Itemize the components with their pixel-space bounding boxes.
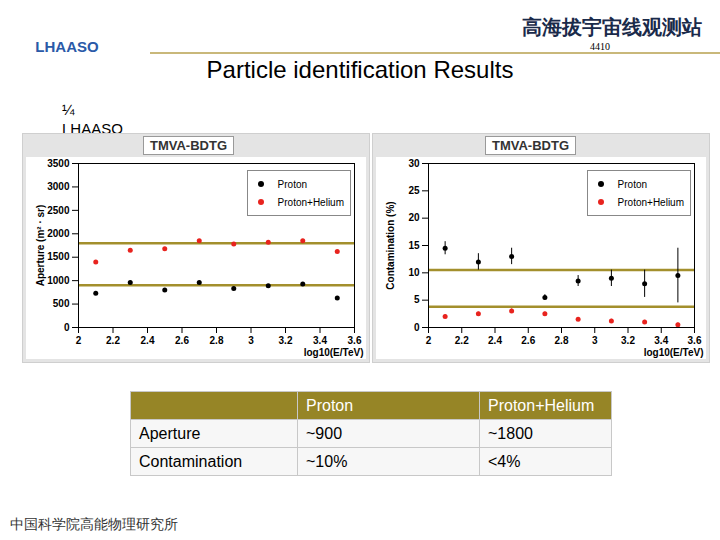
html-text:¼: ¼ (62, 101, 75, 118)
html-text:Proton: Proton (306, 396, 354, 414)
svg-text:3.4: 3.4 (654, 335, 668, 346)
svg-text:10: 10 (408, 267, 420, 278)
svg-text:2.8: 2.8 (210, 335, 224, 346)
html-text:Aperture: Aperture (139, 424, 201, 442)
html-text:Proton: Proton (277, 178, 307, 190)
svg-text:3.2: 3.2 (279, 335, 293, 346)
html-text:Particle identification Result: Particle identification Results (206, 56, 514, 83)
svg-text:Aperture (m² · sr): Aperture (m² · sr) (35, 205, 46, 287)
svg-text:2.6: 2.6 (521, 335, 535, 346)
svg-text:3: 3 (592, 335, 598, 346)
svg-text:2.2: 2.2 (106, 335, 120, 346)
html-text:Proton+Helium: Proton+Helium (488, 396, 595, 414)
svg-text:log10(E/TeV): log10(E/TeV) (644, 347, 704, 358)
svg-text:0: 0 (64, 322, 70, 333)
svg-text:2.2: 2.2 (455, 335, 469, 346)
svg-text:25: 25 (408, 185, 420, 196)
html-text:Proton+Helium: Proton+Helium (617, 196, 684, 208)
html-text:~10%: ~10% (306, 452, 348, 470)
html-text:4410: 4410 (590, 41, 610, 52)
svg-text:500: 500 (53, 298, 70, 309)
svg-text:3.2: 3.2 (621, 335, 635, 346)
html-text:Proton+Helium: Proton+Helium (277, 196, 344, 208)
html-text:LHAASO: LHAASO (35, 38, 99, 55)
svg-text:2.8: 2.8 (555, 335, 569, 346)
svg-text:3500: 3500 (47, 158, 70, 169)
html-text:LHAASO: LHAASO (62, 120, 123, 137)
svg-text:2.6: 2.6 (175, 335, 189, 346)
html-text:TMVA-BDTG: TMVA-BDTG (150, 138, 227, 153)
svg-text:log10(E/TeV): log10(E/TeV) (304, 347, 364, 358)
svg-text:1000: 1000 (47, 275, 70, 286)
html-text:Contamination: Contamination (139, 452, 243, 470)
svg-text:5: 5 (414, 294, 420, 305)
svg-text:3.6: 3.6 (348, 335, 362, 346)
svg-text:3.4: 3.4 (313, 335, 327, 346)
svg-text:1500: 1500 (47, 251, 70, 262)
svg-text:20: 20 (408, 212, 420, 223)
svg-text:2: 2 (426, 335, 432, 346)
svg-text:15: 15 (408, 240, 420, 251)
html-text:Proton: Proton (617, 178, 647, 190)
html-text:~1800: ~1800 (488, 424, 533, 442)
html-text:高海拔宇宙线观测站: 高海拔宇宙线观测站 (522, 15, 702, 39)
svg-text:2.4: 2.4 (488, 335, 502, 346)
svg-text:2.4: 2.4 (141, 335, 155, 346)
html-text:<4%: <4% (488, 452, 521, 470)
svg-text:2: 2 (76, 335, 82, 346)
svg-text:3.6: 3.6 (688, 335, 702, 346)
svg-text:3: 3 (248, 335, 254, 346)
svg-text:3000: 3000 (47, 181, 70, 192)
html-text:TMVA-BDTG: TMVA-BDTG (492, 138, 569, 153)
svg-text:2500: 2500 (47, 205, 70, 216)
svg-text:2000: 2000 (47, 228, 70, 239)
html-text:~900: ~900 (306, 424, 342, 442)
svg-text:Contamination (%): Contamination (%) (385, 201, 396, 289)
svg-text:30: 30 (408, 158, 420, 169)
html-text:中国科学院高能物理研究所: 中国科学院高能物理研究所 (10, 516, 178, 532)
svg-text:0: 0 (414, 322, 420, 333)
